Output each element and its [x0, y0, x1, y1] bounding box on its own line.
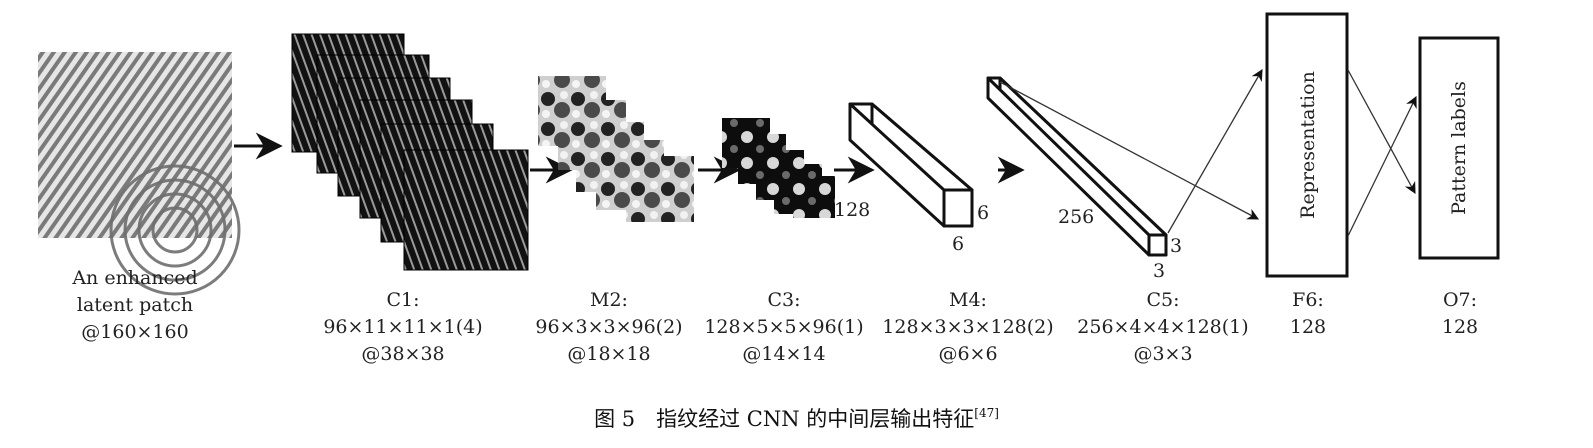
- f6-to-o7-connections: [1347, 69, 1417, 237]
- layer-label-o7: O7: 128: [1420, 287, 1500, 341]
- figure-caption: 图 5 指纹经过 CNN 的中间层输出特征[47]: [0, 403, 1593, 433]
- layer-name: F6:: [1292, 289, 1324, 311]
- layer-name: M2:: [590, 289, 628, 311]
- input-fingerprint-patch: [38, 52, 241, 296]
- m4-height-label: 6: [952, 233, 964, 255]
- layer-size: @14×14: [742, 343, 826, 365]
- m2-feature-maps: [538, 76, 694, 222]
- o7-box-label: Pattern labels: [1448, 81, 1470, 215]
- layer-label-c3: C3: 128×5×5×96(1) @14×14: [696, 287, 872, 368]
- layer-name: C1:: [386, 289, 420, 311]
- layer-size: @38×38: [361, 343, 445, 365]
- f6-box-label: Representation: [1297, 71, 1319, 219]
- input-label-line-1: An enhanced: [72, 267, 198, 289]
- layer-name: C3:: [767, 289, 801, 311]
- c3-feature-maps: [722, 118, 835, 218]
- layer-size: @6×6: [938, 343, 998, 365]
- c5-to-f6-connections: [999, 68, 1263, 234]
- c5-width-label: 3: [1170, 235, 1182, 257]
- layer-label-c5: C5: 256×4×4×128(1) @3×3: [1068, 287, 1258, 368]
- layer-label-f6: F6: 128: [1268, 287, 1348, 341]
- caption-text: 图 5 指纹经过 CNN 的中间层输出特征: [594, 407, 975, 431]
- layer-params: 128×3×3×128(2): [882, 316, 1054, 338]
- c3-depth-label: 128: [834, 199, 870, 221]
- c5-height-label: 3: [1153, 260, 1165, 282]
- layer-params: 128: [1441, 316, 1479, 338]
- m4-width-label: 6: [977, 202, 989, 224]
- f6-representation-box: [1265, 12, 1349, 278]
- layer-params: 96×3×3×96(2): [535, 316, 683, 338]
- o7-pattern-labels-box: [1418, 36, 1500, 260]
- layer-label-c1: C1: 96×11×11×1(4) @38×38: [318, 287, 488, 368]
- layer-name: C5:: [1146, 289, 1180, 311]
- c5-depth-label: 256: [1058, 206, 1094, 228]
- c1-feature-maps: [291, 33, 529, 271]
- layer-params: 128: [1289, 316, 1327, 338]
- layer-name: O7:: [1442, 289, 1478, 311]
- caption-reference: [47]: [974, 406, 999, 420]
- layer-name: M4:: [949, 289, 987, 311]
- input-label-line-3: @160×160: [81, 321, 189, 343]
- layer-label-m2: M2: 96×3×3×96(2) @18×18: [524, 287, 694, 368]
- layer-params: 96×11×11×1(4): [323, 316, 483, 338]
- input-label-line-2: latent patch: [76, 294, 194, 316]
- layer-label-m4: M4: 128×3×3×128(2) @6×6: [876, 287, 1060, 368]
- layer-params: 128×5×5×96(1): [704, 316, 864, 338]
- layer-size: @3×3: [1133, 343, 1193, 365]
- layer-size: @18×18: [567, 343, 651, 365]
- input-label: An enhanced latent patch @160×160: [40, 265, 230, 346]
- m4-cuboid: [848, 102, 974, 228]
- c5-cuboid: [986, 76, 1168, 257]
- layer-params: 256×4×4×128(1): [1077, 316, 1249, 338]
